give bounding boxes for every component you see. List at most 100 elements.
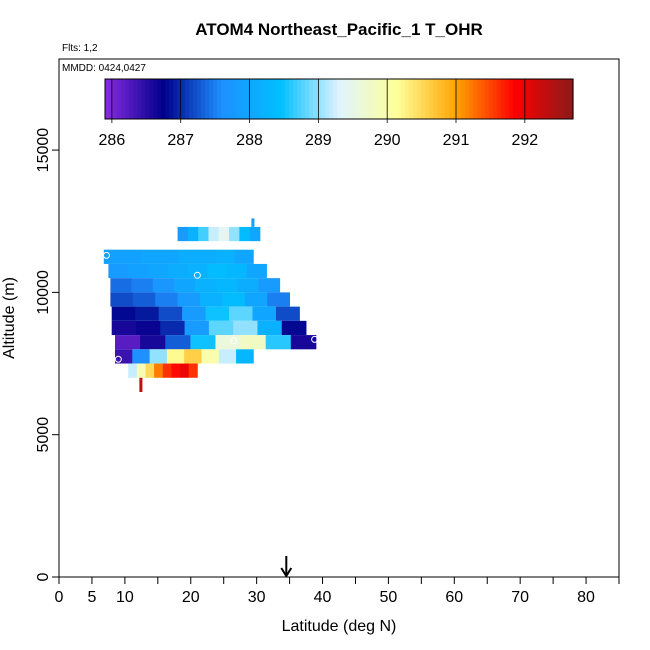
band-2-cell-0 xyxy=(108,263,129,279)
colorbar-segment-98 xyxy=(497,79,502,119)
band-5-cell-0 xyxy=(111,306,136,321)
colorbar-tick-label-5: 291 xyxy=(443,132,470,149)
band-3-cell-5 xyxy=(216,278,238,293)
band-7-cell-4 xyxy=(215,335,241,350)
x-tick-label-7: 60 xyxy=(445,589,463,606)
band-3-cell-3 xyxy=(173,278,196,293)
colorbar-segment-80 xyxy=(425,79,430,119)
band-8-cell-4 xyxy=(184,349,202,364)
colorbar-segment-2 xyxy=(113,79,118,119)
x-tick-label-8: 70 xyxy=(511,589,529,606)
colorbar-segment-10 xyxy=(145,79,150,119)
colorbar-segment-93 xyxy=(477,79,482,119)
band-0-cell-2 xyxy=(198,226,209,242)
colorbar-segment-87 xyxy=(453,79,458,119)
colorbar-segment-103 xyxy=(517,79,522,119)
colorbar-segment-17 xyxy=(173,79,178,119)
band-2-cell-5 xyxy=(207,263,228,279)
colorbar-segment-99 xyxy=(501,79,506,119)
colorbar-segment-45 xyxy=(285,79,290,119)
colorbar-segment-6 xyxy=(129,79,134,119)
band-1-cell-4 xyxy=(178,249,198,264)
colorbar-segment-113 xyxy=(557,79,562,119)
colorbar-segment-107 xyxy=(533,79,538,119)
colorbar-segment-109 xyxy=(541,79,546,119)
colorbar-segment-24 xyxy=(201,79,206,119)
colorbar-segment-108 xyxy=(537,79,542,119)
colorbar-tick-label-0: 286 xyxy=(99,132,126,149)
colorbar-segment-48 xyxy=(297,79,302,119)
colorbar-segment-79 xyxy=(421,79,426,119)
colorbar-segment-115 xyxy=(565,79,570,119)
colorbar-segment-61 xyxy=(349,79,354,119)
band-11-cell-0 xyxy=(251,218,255,227)
colorbar-segment-65 xyxy=(365,79,370,119)
colorbar-segment-77 xyxy=(413,79,418,119)
colorbar-segment-40 xyxy=(265,79,270,119)
band-5-cell-5 xyxy=(229,306,253,321)
colorbar-segment-68 xyxy=(377,79,382,119)
band-9-cell-3 xyxy=(154,363,164,378)
x-tick-label-3: 20 xyxy=(182,589,200,606)
colorbar-segment-30 xyxy=(225,79,230,119)
band-1-cell-3 xyxy=(159,249,179,264)
colorbar-segment-37 xyxy=(253,79,258,119)
band-9-cell-6 xyxy=(180,363,190,378)
colorbar-segment-7 xyxy=(133,79,138,119)
colorbar-segment-88 xyxy=(457,79,462,119)
colorbar-segment-31 xyxy=(229,79,234,119)
band-2-cell-3 xyxy=(167,263,188,279)
band-9-cell-2 xyxy=(145,363,155,378)
band-0-cell-1 xyxy=(187,226,199,242)
band-8-cell-6 xyxy=(218,349,237,364)
band-2-cell-7 xyxy=(246,263,267,279)
y-tick-label-3: 15000 xyxy=(35,128,52,173)
band-8-cell-2 xyxy=(149,349,168,364)
colorbar-segment-32 xyxy=(233,79,238,119)
band-6-cell-5 xyxy=(233,320,258,336)
colorbar-segment-12 xyxy=(153,79,158,119)
data-markers xyxy=(102,251,319,363)
colorbar-segment-57 xyxy=(333,79,338,119)
colorbar-segment-41 xyxy=(269,79,274,119)
band-7-cell-1 xyxy=(140,335,166,350)
band-0-cell-3 xyxy=(208,226,220,242)
colorbar-frame xyxy=(104,78,574,120)
band-3-cell-6 xyxy=(237,278,259,293)
band-4-cell-3 xyxy=(177,292,201,307)
colorbar-tick-label-1: 287 xyxy=(167,132,194,149)
band-5-cell-7 xyxy=(276,306,300,321)
colorbar-segment-106 xyxy=(529,79,534,119)
x-tick-label-0: 0 xyxy=(55,589,64,606)
band-6-cell-7 xyxy=(281,320,307,336)
band-3-cell-0 xyxy=(110,278,132,293)
y-tick-label-1: 5000 xyxy=(35,417,52,453)
band-9-cell-4 xyxy=(162,363,172,378)
band-2-cell-1 xyxy=(128,263,149,279)
band-4-cell-0 xyxy=(110,292,134,307)
colorbar-segment-72 xyxy=(393,79,398,119)
band-4-cell-7 xyxy=(267,292,290,307)
colorbar-segment-74 xyxy=(401,79,406,119)
colorbar-segment-23 xyxy=(197,79,202,119)
colorbar-segment-39 xyxy=(261,79,266,119)
colorbar-segment-116 xyxy=(569,79,574,119)
x-tick-label-6: 50 xyxy=(380,589,398,606)
band-1-cell-6 xyxy=(215,249,236,264)
band-0-cell-7 xyxy=(249,226,261,242)
colorbar-segment-78 xyxy=(417,79,422,119)
band-5-cell-6 xyxy=(252,306,277,321)
band-8-cell-5 xyxy=(201,349,220,364)
colorbar-segment-81 xyxy=(429,79,434,119)
colorbar-segment-27 xyxy=(213,79,218,119)
band-0-cell-0 xyxy=(177,226,189,242)
band-7-cell-6 xyxy=(265,335,292,350)
colorbar-segment-5 xyxy=(125,79,130,119)
band-4-cell-5 xyxy=(222,292,246,307)
colorbar-segment-36 xyxy=(249,79,254,119)
colorbar-segment-85 xyxy=(445,79,450,119)
colorbar-segment-67 xyxy=(373,79,378,119)
y-tick-label-2: 10000 xyxy=(35,270,52,315)
colorbar-tick-label-4: 290 xyxy=(374,132,401,149)
